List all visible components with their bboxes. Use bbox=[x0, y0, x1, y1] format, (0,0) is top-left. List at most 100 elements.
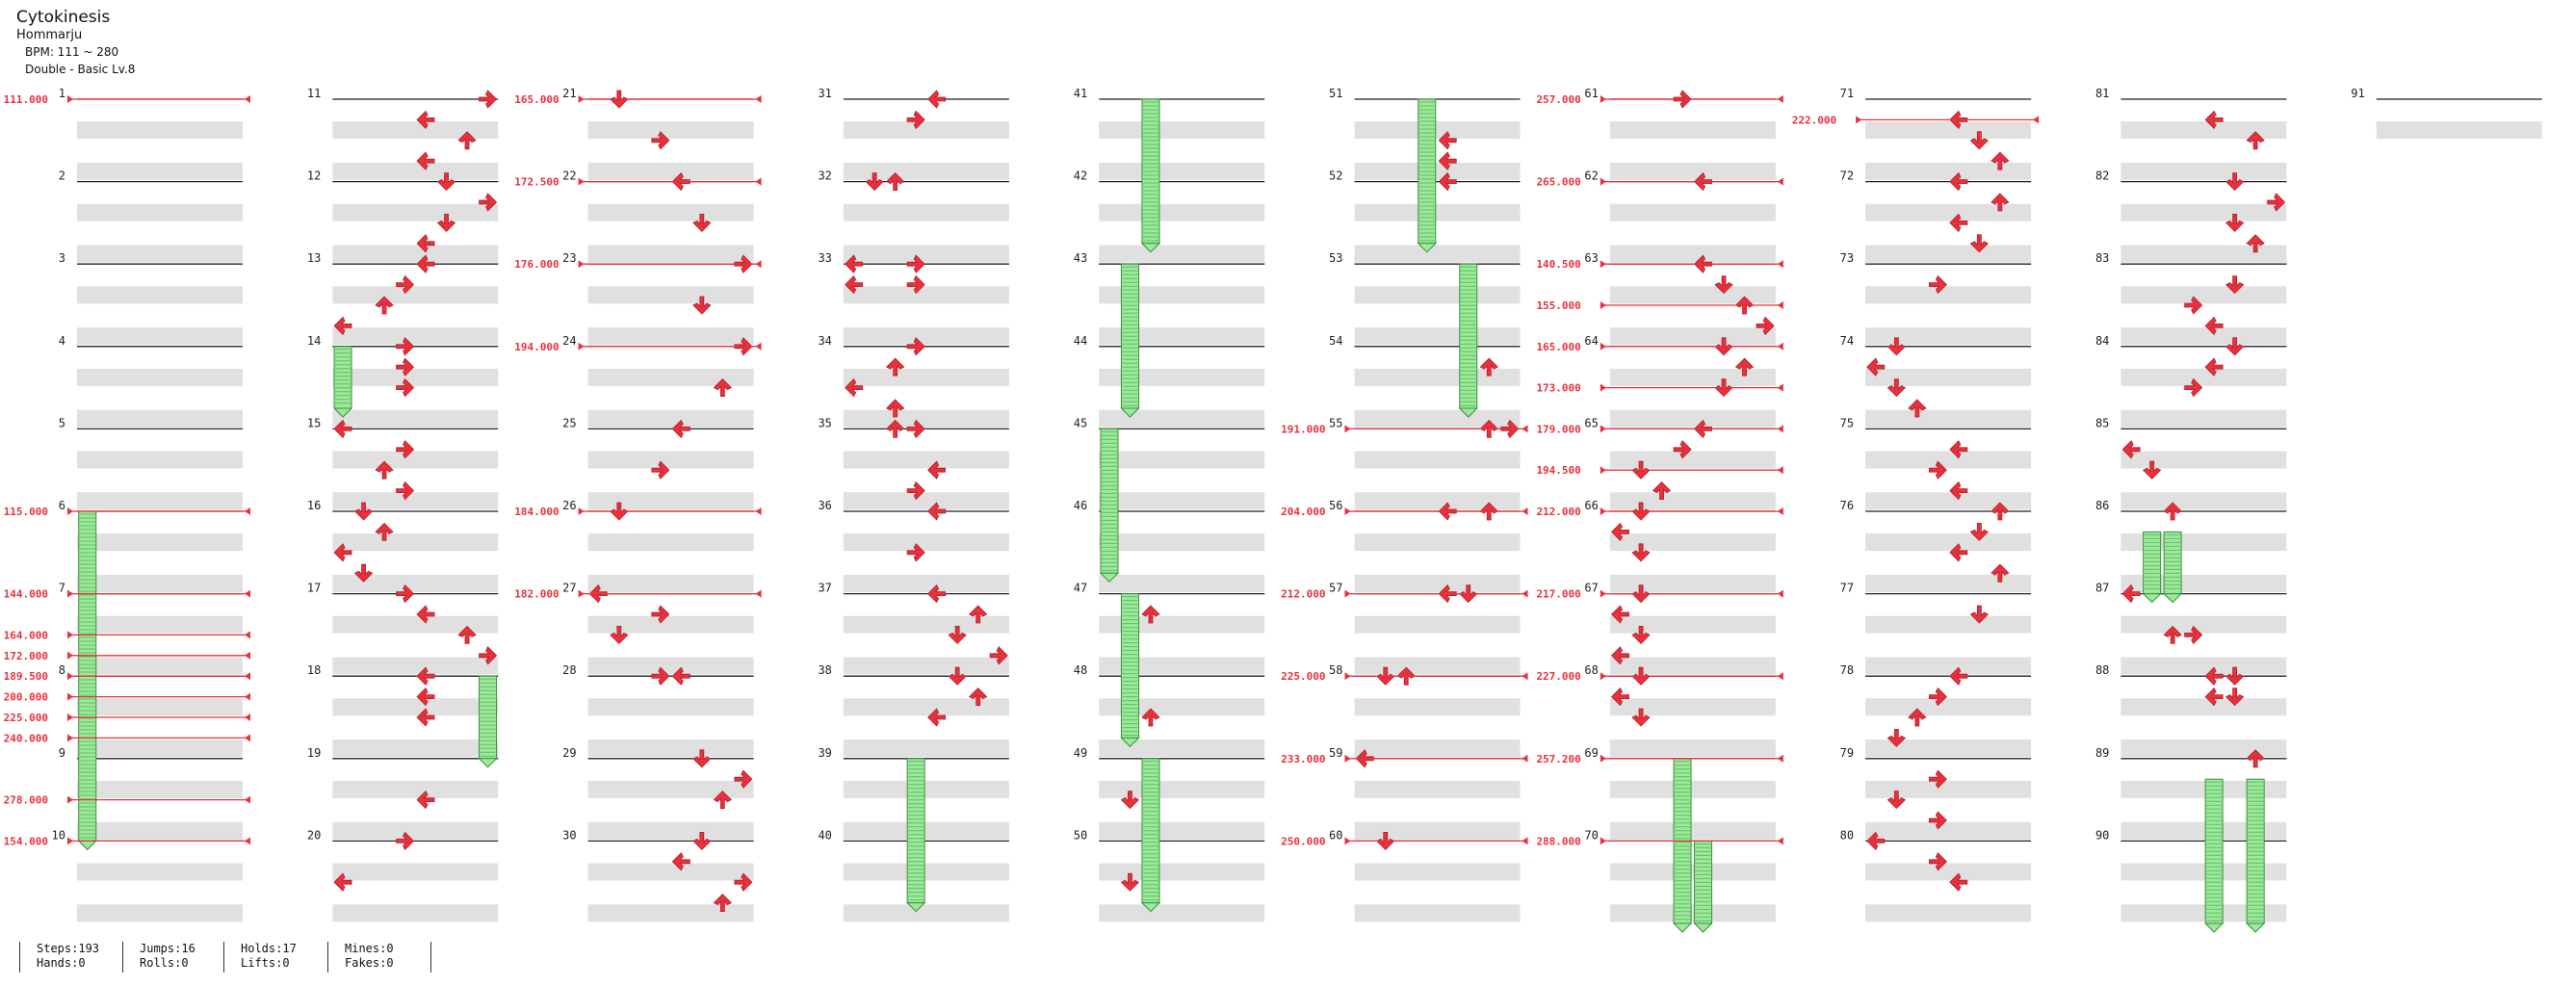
beat-shade bbox=[332, 327, 499, 346]
bpm-change-marker-icon: 265.000 bbox=[1536, 176, 1783, 189]
hold-tail bbox=[1417, 243, 1437, 253]
arrow-shape bbox=[1969, 234, 1990, 253]
bpm-marker-right bbox=[2033, 116, 2040, 124]
arrow-shape bbox=[375, 460, 394, 480]
beat-shade bbox=[1609, 409, 1776, 428]
beat-shade bbox=[843, 698, 1009, 716]
measure-number: 16 bbox=[307, 499, 321, 512]
measure-21: 21 bbox=[562, 87, 754, 180]
arrow-shape bbox=[1631, 543, 1651, 562]
measure-83: 83 bbox=[2095, 251, 2287, 346]
arrow-shape bbox=[1949, 171, 1968, 192]
arrow-shape bbox=[1886, 729, 1907, 747]
stats-jumps-rolls: Jumps:16 Rolls:0 bbox=[140, 942, 195, 971]
arrow-icon bbox=[1928, 811, 1947, 830]
measure-number: 26 bbox=[562, 499, 576, 512]
bpm-marker-left bbox=[1600, 837, 1606, 845]
beat-shade bbox=[77, 904, 243, 922]
beat-shade bbox=[1099, 863, 1265, 881]
beat-shade bbox=[1354, 451, 1521, 469]
measure-38: 38 bbox=[818, 663, 1009, 758]
bpm-change-marker-icon: 115.000 bbox=[4, 506, 250, 518]
arrow-shape bbox=[906, 110, 925, 130]
beat-shade bbox=[77, 780, 243, 798]
beat-shade bbox=[587, 368, 754, 386]
beat-shade bbox=[1099, 203, 1265, 221]
hold-tail bbox=[332, 407, 353, 418]
arrow-shape bbox=[333, 419, 352, 439]
beat-shade bbox=[1865, 780, 2032, 798]
arrow-shape bbox=[2204, 316, 2224, 336]
bpm-marker-left bbox=[67, 795, 73, 804]
bpm-change-marker-icon: 191.000 bbox=[1281, 423, 1528, 435]
arrow-icon bbox=[457, 625, 477, 644]
bpm-label: 257.200 bbox=[1536, 753, 1580, 765]
measure-89: 89 bbox=[2095, 746, 2287, 840]
beat-shade bbox=[1609, 245, 1776, 263]
bpm-label: 179.000 bbox=[1536, 423, 1580, 435]
beat-shade bbox=[332, 368, 499, 386]
arrow-shape bbox=[396, 831, 415, 851]
song-difficulty: Double - Basic Lv.8 bbox=[25, 63, 136, 76]
arrow-shape bbox=[713, 378, 733, 398]
beat-shade bbox=[1865, 821, 2032, 840]
beat-shade bbox=[1354, 904, 1521, 922]
measure-number: 72 bbox=[1840, 169, 1854, 183]
beat-shade bbox=[332, 780, 499, 798]
measure-number: 79 bbox=[1840, 746, 1854, 760]
arrow-icon bbox=[1969, 234, 1990, 253]
arrow-icon bbox=[1886, 729, 1907, 747]
beat-shade bbox=[587, 203, 754, 221]
beat-shade bbox=[2376, 121, 2542, 140]
arrow-icon bbox=[713, 378, 733, 398]
arrow-shape bbox=[2184, 625, 2203, 645]
bpm-change-marker-icon: 155.000 bbox=[1536, 299, 1783, 312]
stats-divider bbox=[223, 942, 224, 973]
arrow-icon bbox=[1610, 687, 1629, 707]
bpm-marker-right bbox=[1777, 589, 1783, 598]
arrow-icon bbox=[2204, 316, 2224, 336]
arrow-shape bbox=[1991, 193, 2010, 212]
arrow-shape bbox=[1928, 811, 1947, 830]
beat-shade bbox=[1354, 245, 1521, 263]
measure-77: 77 bbox=[1840, 582, 2032, 675]
hold-note-icon bbox=[1417, 98, 1437, 253]
beat-shade bbox=[587, 327, 754, 346]
arrow-icon bbox=[333, 872, 352, 892]
measure-56: 56 bbox=[1329, 499, 1521, 592]
hold-note-icon bbox=[2245, 778, 2266, 933]
beat-shade bbox=[587, 451, 754, 469]
bpm-marker-right bbox=[1777, 95, 1783, 103]
arrow-shape bbox=[1120, 872, 1140, 892]
arrow-shape bbox=[1479, 357, 1498, 376]
beat-shade bbox=[1099, 615, 1265, 634]
measure-12: 12 bbox=[307, 169, 499, 263]
beat-shade bbox=[587, 863, 754, 881]
measure-number: 28 bbox=[562, 663, 576, 677]
arrow-shape bbox=[845, 274, 864, 295]
bpm-marker-right bbox=[1777, 260, 1783, 269]
arrow-shape bbox=[416, 708, 435, 727]
beat-shade bbox=[1354, 533, 1521, 552]
hold-tail bbox=[1120, 737, 1140, 748]
arrow-shape bbox=[1928, 687, 1947, 707]
measure-54: 54 bbox=[1329, 334, 1521, 428]
bpm-label: 164.000 bbox=[4, 629, 48, 641]
arrow-shape bbox=[885, 357, 905, 376]
arrow-shape bbox=[416, 605, 435, 624]
measure-13: 13 bbox=[307, 251, 499, 346]
measure-78: 78 bbox=[1840, 663, 2032, 758]
arrow-shape bbox=[436, 213, 456, 232]
bpm-marker-right bbox=[755, 177, 762, 186]
bpm-change-marker-icon: 194.500 bbox=[1536, 464, 1783, 477]
arrow-shape bbox=[1908, 399, 1927, 418]
stat-steps: Steps:193 bbox=[37, 942, 100, 955]
arrow-shape bbox=[1886, 337, 1907, 356]
hold-note-icon bbox=[2142, 531, 2162, 604]
arrow-shape bbox=[1991, 563, 2010, 583]
bpm-marker-left bbox=[578, 177, 585, 186]
beat-shade bbox=[1354, 286, 1521, 304]
bpm-label: 176.000 bbox=[514, 258, 559, 271]
bpm-change-marker-icon: 164.000 bbox=[4, 629, 250, 641]
measure-39: 39 bbox=[818, 746, 1009, 840]
